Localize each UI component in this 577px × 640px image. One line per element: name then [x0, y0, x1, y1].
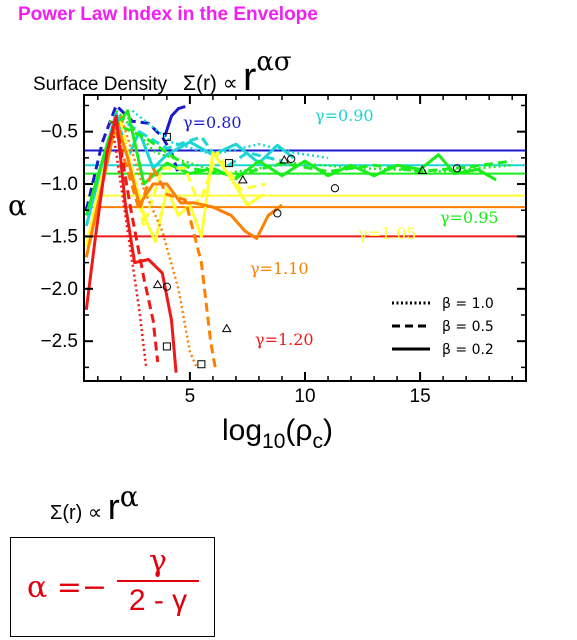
series-1-05-dashed-9: [119, 120, 267, 228]
gamma-label-0-95: γ=0.95: [440, 208, 499, 227]
gamma-label-1-05: γ=1.05: [358, 224, 417, 243]
formula-box: α =− γ 2 - γ: [10, 537, 215, 637]
series-1-20-dashed-14: [114, 120, 160, 363]
marker-circle-13: [452, 164, 462, 173]
alpha-vs-density-chart: −0.5 −1.0 −1.5 −2.0 −2.5 5 10 15 γ=0.80 γ=0.90 γ=…: [8, 94, 527, 450]
marker-square-2: [162, 342, 171, 351]
subtitle-exponent: ασ: [256, 47, 292, 77]
marker-triangle-7: [152, 279, 163, 289]
legend-label-dashed: β = 0.5: [442, 319, 494, 335]
marker-circle-11: [273, 209, 282, 218]
formula-fraction: γ 2 - γ: [117, 544, 199, 618]
legend: β = 1.0 β = 0.5 β = 0.2: [392, 296, 494, 358]
legend-label-dotted: β = 1.0: [442, 296, 494, 312]
series-0-80-dashed-0: [84, 104, 180, 211]
relation-r: r: [107, 486, 120, 527]
marker-square-1: [225, 159, 234, 168]
marker-circle-9: [287, 154, 296, 164]
fraction-bar: [117, 580, 199, 582]
y-axis-label: α: [8, 189, 27, 222]
x-axis-label: log10(ρc): [222, 414, 333, 450]
y-tick-label-3: −2.0: [40, 279, 78, 300]
x-tick-label-0: 5: [185, 386, 196, 407]
series-0-90-solid-2: [84, 111, 295, 227]
legend-label-solid: β = 0.2: [442, 342, 494, 358]
relation-exponent: α: [119, 480, 139, 513]
series-0-95-solid-5: [84, 109, 497, 216]
y-tick-label-4: −2.5: [40, 331, 78, 352]
gamma-label-0-80: γ=0.80: [183, 113, 242, 132]
series-0-90-dotted-4: [131, 109, 329, 160]
series-1-20-solid-13: [84, 114, 178, 373]
series-0-80-solid-1: [163, 105, 186, 138]
gamma-label-1-20: γ=1.20: [255, 330, 314, 349]
subtitle-text: Surface Density: [33, 74, 168, 95]
marker-triangle-6: [417, 165, 428, 174]
marker-triangle-5: [237, 174, 248, 184]
y-tick-label-2: −1.5: [40, 226, 78, 247]
marker-circle-12: [162, 282, 171, 291]
marker-triangle-4: [279, 154, 290, 164]
series-1-10-dashed-11: [114, 131, 217, 368]
x-tick-label-2: 15: [410, 386, 431, 407]
marker-triangle-8: [221, 323, 232, 333]
marker-square-0: [162, 132, 171, 141]
subtitle-r: r: [243, 55, 257, 99]
series-0-95-dashed-6: [108, 119, 513, 178]
subtitle-formula: Σ(r) ∝: [182, 72, 238, 95]
chart-subtitle: Surface Density Σ(r) ∝ rασ: [33, 47, 292, 100]
marker-square-3: [197, 360, 206, 369]
relation-lhs: Σ(r) ∝: [50, 502, 103, 524]
gamma-label-1-10: γ=1.10: [250, 259, 309, 278]
formula-lhs: α =−: [27, 570, 108, 605]
marker-circle-10: [330, 184, 340, 193]
x-tick-label-1: 10: [294, 386, 315, 407]
gamma-label-0-90: γ=0.90: [315, 106, 374, 125]
y-tick-label-1: −1.0: [40, 174, 78, 195]
formula-numerator: γ: [149, 544, 167, 579]
formula-denominator: 2 - γ: [128, 584, 188, 617]
y-tick-label-0: −0.5: [40, 122, 78, 143]
chart-title: Power Law Index in the Envelope: [18, 4, 318, 25]
sigma-relation: Σ(r) ∝ rα: [50, 480, 139, 528]
series-1-10-solid-10: [84, 119, 283, 258]
